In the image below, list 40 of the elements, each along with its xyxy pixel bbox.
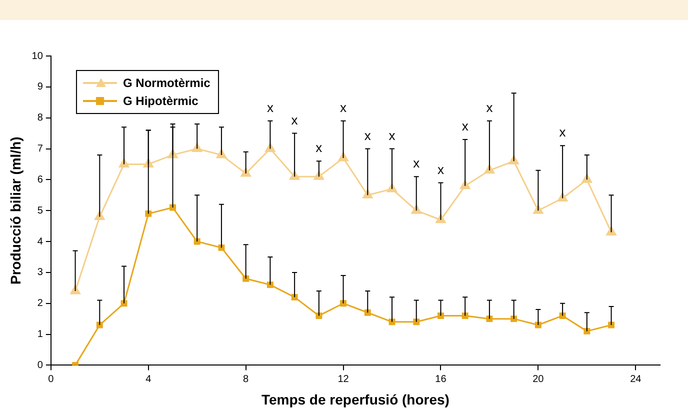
x-tick-label: 24 (630, 374, 642, 385)
point (120, 300, 128, 307)
annotation: x (437, 162, 444, 177)
point (559, 312, 566, 319)
annotation: x (486, 100, 494, 116)
y-tick-label: 1 (37, 329, 44, 340)
x-tick-label: 4 (146, 374, 152, 385)
point (584, 328, 590, 334)
x-tick-label: 8 (243, 374, 250, 385)
y-tick-label: 6 (37, 174, 44, 186)
annotation: x (364, 128, 372, 143)
x-tick-label: 20 (532, 374, 544, 385)
point (266, 282, 274, 288)
x-tick-label: 0 (48, 374, 54, 385)
annotation: x (462, 118, 469, 134)
annotation: x (266, 100, 274, 116)
point (438, 312, 444, 319)
x-axis-title: Temps de reperfusió (hores) (261, 391, 450, 408)
point (510, 316, 518, 322)
y-tick-label: 8 (37, 112, 44, 124)
y-tick-label: 2 (37, 298, 44, 310)
y-tick-label: 9 (37, 82, 44, 93)
x-tick-label: 16 (435, 374, 447, 385)
annotation: x (291, 112, 298, 128)
y-axis-title: Producció biliar (ml/h) (7, 136, 24, 284)
annotation: x (316, 140, 323, 156)
annotation: x (340, 100, 348, 116)
legend-label: G Normotèrmic (123, 76, 210, 90)
annotation: x (559, 124, 566, 140)
y-tick-label: 10 (32, 50, 44, 62)
y-tick-label: 3 (37, 267, 44, 278)
y-tick-label: 0 (37, 360, 44, 371)
x-tick-label: 12 (338, 374, 350, 385)
y-tick-label: 5 (37, 205, 44, 216)
y-tick-label: 7 (37, 144, 44, 155)
annotation: x (413, 156, 420, 171)
point (608, 322, 614, 328)
legend-label: G Hipotèrmic (123, 94, 198, 108)
y-tick-label: 4 (37, 236, 44, 248)
annotation: x (388, 128, 396, 143)
